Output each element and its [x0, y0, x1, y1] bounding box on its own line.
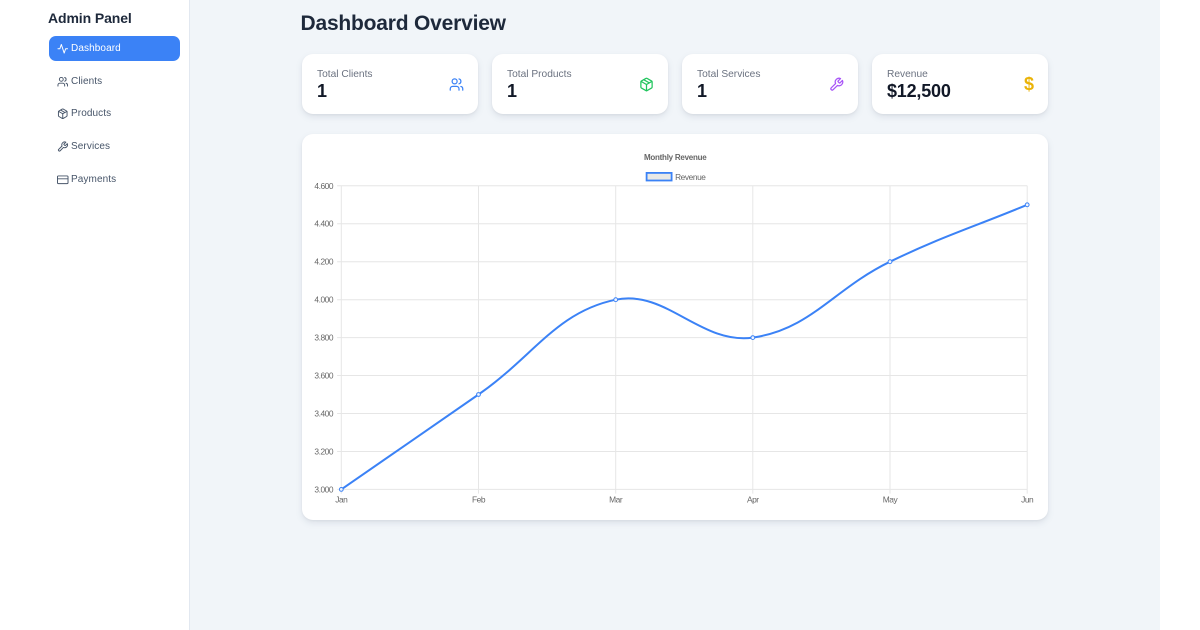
- svg-text:4.200: 4.200: [314, 257, 334, 267]
- svg-text:3.600: 3.600: [314, 371, 334, 381]
- svg-text:4.600: 4.600: [314, 181, 334, 191]
- svg-text:3.800: 3.800: [314, 333, 334, 343]
- svg-text:Apr: Apr: [747, 495, 759, 505]
- svg-text:3.000: 3.000: [314, 484, 334, 494]
- svg-text:Jun: Jun: [1021, 495, 1034, 505]
- svg-text:4.000: 4.000: [314, 295, 334, 305]
- svg-text:Mar: Mar: [609, 495, 623, 505]
- svg-text:4.400: 4.400: [314, 219, 334, 229]
- svg-text:3.400: 3.400: [314, 409, 334, 419]
- svg-text:Revenue: Revenue: [675, 172, 706, 182]
- svg-text:Monthly Revenue: Monthly Revenue: [644, 153, 707, 162]
- svg-text:Jan: Jan: [335, 495, 348, 505]
- svg-text:3.200: 3.200: [314, 447, 334, 457]
- svg-text:May: May: [883, 495, 899, 505]
- svg-text:Feb: Feb: [472, 495, 486, 505]
